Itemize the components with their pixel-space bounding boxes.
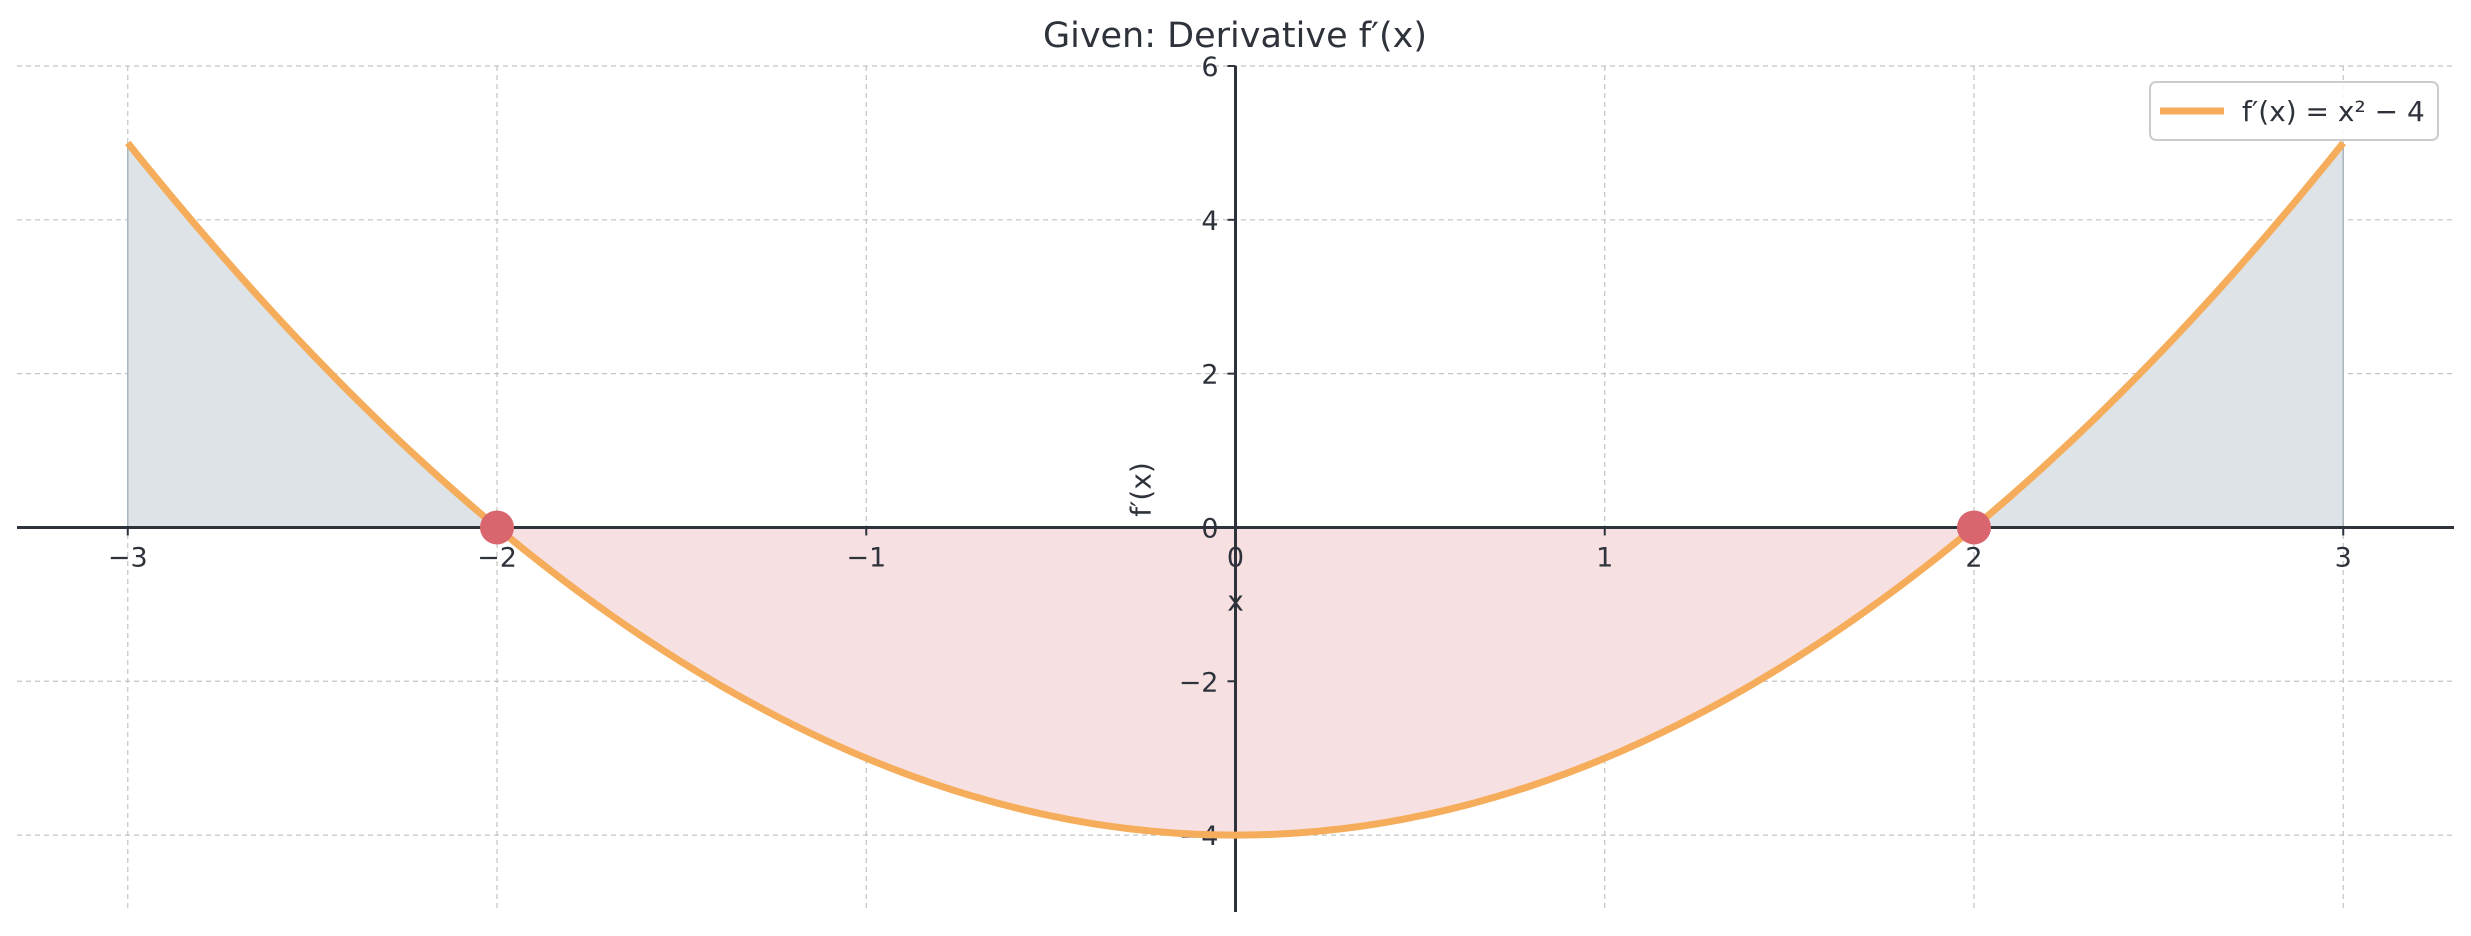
y-tick-label: 0 [1201, 513, 1218, 544]
legend: f′(x) = x² − 4 [2149, 81, 2439, 141]
x-tick-label: 1 [1596, 542, 1613, 573]
y-tick-label: −2 [1179, 667, 1219, 698]
x-tick-label: −3 [108, 542, 148, 573]
x-tick-label: 0 [1227, 542, 1244, 573]
root-point [1956, 510, 1991, 545]
x-tick-label: −1 [846, 542, 886, 573]
x-axis-label: x [1227, 584, 1244, 617]
marked-points [480, 510, 1991, 545]
y-tick-label: 4 [1201, 206, 1218, 237]
x-tick-label: 2 [1965, 542, 1982, 573]
y-tick-label: 6 [1201, 52, 1218, 83]
shaded-region-positive [1973, 142, 2344, 528]
y-tick-label: 2 [1201, 360, 1218, 391]
y-axis-label: f′(x) [1125, 462, 1158, 517]
x-tick-label: −2 [477, 542, 517, 573]
shaded-region-positive [127, 142, 498, 528]
chart-title: Given: Derivative f′(x) [1043, 16, 1427, 56]
legend-label: f′(x) = x² − 4 [2242, 95, 2425, 128]
legend-box [2149, 81, 2439, 141]
x-tick-label: 3 [2335, 542, 2352, 573]
root-point [480, 510, 515, 545]
